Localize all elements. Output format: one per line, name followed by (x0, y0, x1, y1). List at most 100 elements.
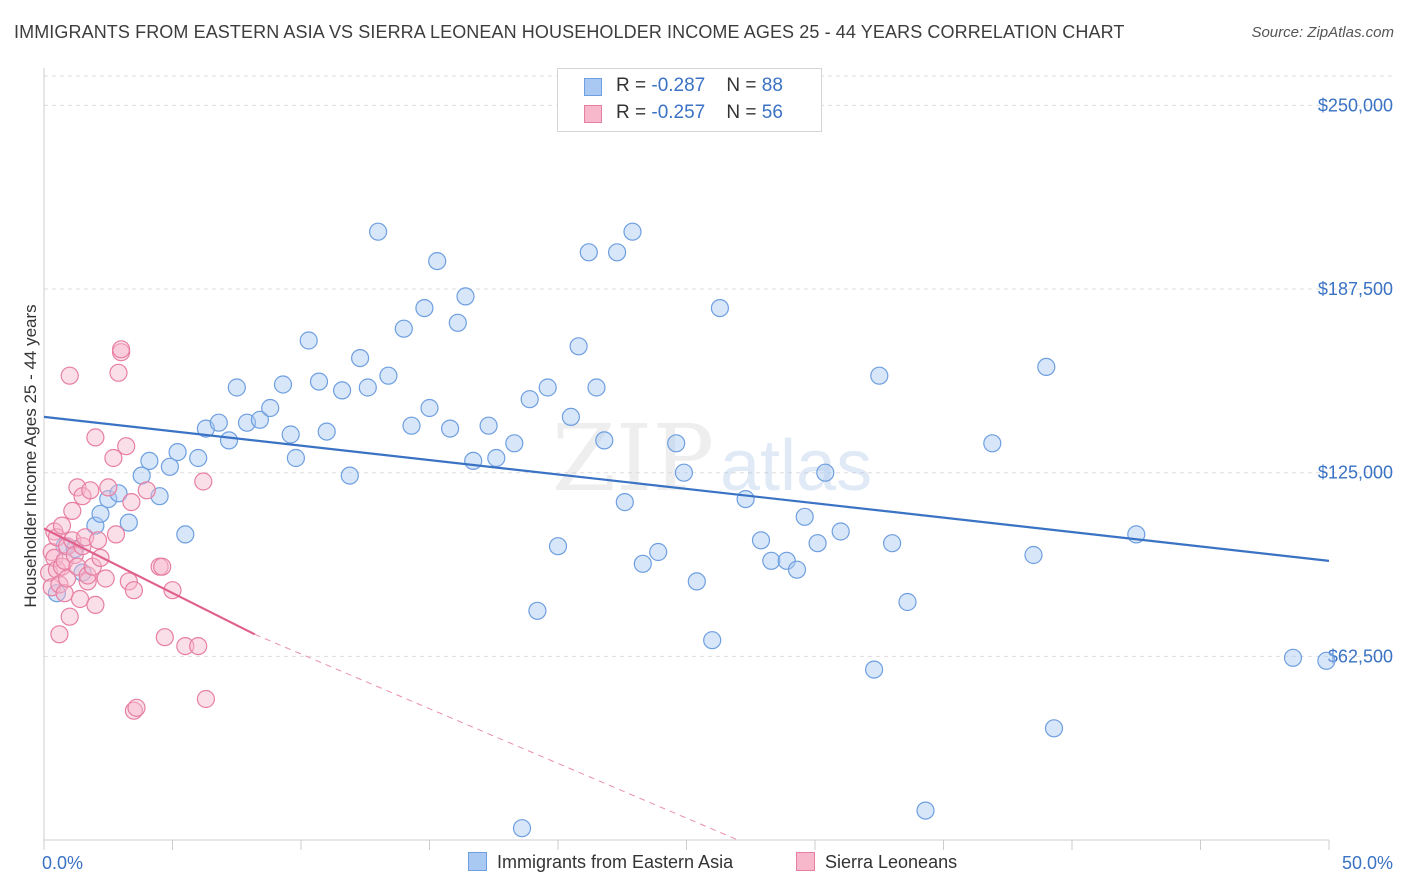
point-eastern-asia (787, 560, 807, 579)
point-eastern-asia (441, 419, 460, 438)
point-eastern-asia (674, 463, 694, 482)
point-sierra-leonean (119, 572, 138, 591)
point-sierra-leonean (196, 689, 215, 709)
watermark-atlas: atlas (720, 426, 872, 506)
point-eastern-asia (168, 443, 187, 462)
legend-swatch-sierra-leoneans (584, 105, 602, 123)
point-eastern-asia (299, 331, 318, 350)
point-eastern-asia (219, 431, 239, 450)
point-eastern-asia (86, 516, 105, 535)
axes (43, 68, 1330, 850)
y-tick-label: $62,500 (1328, 646, 1393, 666)
bottom-legend-swatch-sierra-leoneans (796, 852, 815, 871)
point-eastern-asia (762, 551, 781, 570)
chart-title: IMMIGRANTS FROM EASTERN ASIA VS SIERRA L… (14, 22, 1125, 42)
point-sierra-leonean (155, 628, 174, 647)
x-tick-label-max: 50.0% (1342, 853, 1393, 873)
correlation-legend: R = -0.287 N = 88 R = -0.257 N = 56 (557, 68, 822, 132)
point-eastern-asia (402, 416, 421, 435)
point-eastern-asia (456, 287, 475, 306)
legend-r-label: R = (616, 102, 652, 123)
point-eastern-asia (520, 390, 539, 409)
point-eastern-asia (281, 425, 300, 444)
point-eastern-asia (250, 410, 269, 429)
series-immigrants-eastern-asia (47, 222, 1336, 838)
point-eastern-asia (751, 531, 771, 550)
bottom-legend-sierra-leoneans: Sierra Leoneans (796, 852, 957, 873)
bottom-legend-label-sierra-leoneans: Sierra Leoneans (825, 852, 958, 872)
point-eastern-asia (369, 222, 388, 241)
point-eastern-asia (607, 243, 627, 262)
trend-lines (43, 415, 1330, 841)
bottom-legend-swatch-eastern-asia (468, 852, 487, 871)
point-sierra-leonean (99, 478, 118, 497)
point-eastern-asia (428, 252, 447, 271)
point-sierra-leonean (127, 698, 146, 717)
point-sierra-leonean (60, 366, 79, 385)
point-sierra-leonean (50, 625, 69, 644)
point-eastern-asia (808, 534, 827, 553)
y-tick-labels: $62,500 $125,000 $187,500 $250,000 (1318, 95, 1393, 666)
point-sierra-leonean (52, 516, 72, 535)
point-sierra-leonean (194, 472, 213, 491)
point-eastern-asia (309, 372, 329, 391)
point-sierra-leonean (122, 493, 141, 512)
point-eastern-asia (464, 451, 483, 470)
legend-r-value: -0.287 (651, 75, 706, 96)
point-eastern-asia (91, 504, 110, 523)
point-eastern-asia (1024, 545, 1043, 565)
point-eastern-asia (579, 243, 598, 262)
point-sierra-leonean (189, 636, 208, 656)
trend-line-sierra-leoneans (43, 527, 256, 636)
y-tick-label: $250,000 (1318, 95, 1393, 115)
point-eastern-asia (176, 525, 195, 544)
point-sierra-leonean (63, 501, 82, 520)
trend-line-eastern-asia (43, 415, 1330, 562)
point-eastern-asia (160, 457, 179, 476)
point-eastern-asia (227, 378, 246, 397)
point-eastern-asia (119, 513, 138, 532)
point-sierra-leonean (86, 428, 105, 447)
point-eastern-asia (623, 222, 642, 241)
point-eastern-asia (487, 448, 506, 468)
legend-n-value: 56 (761, 102, 783, 123)
point-sierra-leonean (60, 607, 79, 626)
point-eastern-asia (615, 493, 634, 512)
point-eastern-asia (736, 490, 755, 509)
point-eastern-asia (340, 466, 359, 485)
series-sierra-leoneans (39, 340, 215, 720)
watermark: ZIP atlas (552, 405, 872, 512)
point-eastern-asia (831, 522, 850, 541)
point-sierra-leonean (55, 584, 74, 603)
point-eastern-asia (587, 378, 606, 397)
point-eastern-asia (358, 378, 377, 397)
legend-n-value: 88 (761, 75, 783, 96)
point-eastern-asia (351, 349, 370, 368)
point-sierra-leonean (57, 569, 77, 588)
point-eastern-asia (882, 534, 902, 553)
point-eastern-asia (649, 542, 668, 562)
point-eastern-asia (140, 451, 159, 470)
point-eastern-asia (898, 592, 917, 612)
legend-r-label: R = (616, 75, 652, 96)
legend-n-label: N = (726, 102, 762, 123)
point-sierra-leonean (109, 363, 128, 382)
point-eastern-asia (983, 434, 1002, 453)
point-eastern-asia (561, 407, 581, 426)
point-eastern-asia (189, 448, 208, 468)
point-eastern-asia (1037, 357, 1056, 376)
point-sierra-leonean (124, 701, 143, 720)
point-eastern-asia (548, 537, 568, 556)
point-sierra-leonean (70, 589, 90, 609)
point-eastern-asia (1317, 651, 1336, 670)
point-eastern-asia (317, 422, 336, 441)
point-eastern-asia (261, 398, 280, 418)
point-eastern-asia (415, 299, 434, 318)
point-eastern-asia (505, 434, 524, 453)
point-sierra-leonean (106, 525, 126, 544)
y-axis-label: Householder Income Ages 25 - 44 years (21, 304, 40, 607)
point-eastern-asia (569, 337, 588, 356)
grid-lines (44, 75, 1394, 657)
legend-r-value: -0.257 (651, 102, 706, 123)
